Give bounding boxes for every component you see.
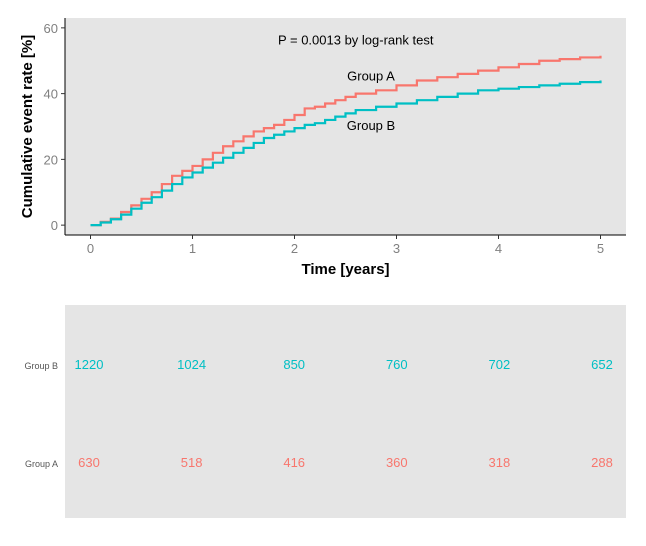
x-axis-title: Time [years] xyxy=(301,261,389,278)
x-tick-label: 2 xyxy=(291,241,298,256)
axis-ticks: 0 1 2 3 4 5 0 20 40 60 xyxy=(44,21,605,256)
series-line-group-a xyxy=(90,55,602,227)
risk-cell: 360 xyxy=(386,455,408,470)
p-value-annotation: P = 0.0013 by log-rank test xyxy=(278,32,434,47)
risk-cell: 760 xyxy=(386,357,408,372)
risk-table-panel xyxy=(65,305,626,518)
risk-cell: 652 xyxy=(591,357,613,372)
risk-cell: 850 xyxy=(283,357,305,372)
risk-cell: 318 xyxy=(489,455,511,470)
risk-cell: 630 xyxy=(78,455,100,470)
x-tick-label: 5 xyxy=(597,241,604,256)
series-label-annotation: Group B xyxy=(347,118,395,133)
series-label-annotation: Group A xyxy=(347,68,395,83)
x-tick-label: 0 xyxy=(87,241,94,256)
risk-table: Group B 1220 1024 850 760 702 652 Group A 630 518… xyxy=(24,357,612,470)
risk-cell: 288 xyxy=(591,455,613,470)
series-line-group-b xyxy=(90,80,602,227)
x-tick-label: 3 xyxy=(393,241,400,256)
risk-cell: 1024 xyxy=(177,357,206,372)
risk-row-label: Group A xyxy=(25,459,58,469)
risk-cell: 518 xyxy=(181,455,203,470)
series-layer xyxy=(90,55,602,227)
annotations: P = 0.0013 by log-rank test Group A Group … xyxy=(278,32,434,132)
x-tick-label: 1 xyxy=(189,241,196,256)
risk-cell: 1220 xyxy=(75,357,104,372)
risk-row-label: Group B xyxy=(24,361,58,371)
y-tick-label: 0 xyxy=(51,218,58,233)
y-axis-title: Cumulative event rate [%] xyxy=(19,35,36,218)
y-tick-label: 60 xyxy=(44,21,58,36)
y-tick-label: 20 xyxy=(44,152,58,167)
x-tick-label: 4 xyxy=(495,241,502,256)
plot-panel xyxy=(65,18,626,235)
y-tick-label: 40 xyxy=(44,87,58,102)
risk-cell: 416 xyxy=(283,455,305,470)
risk-cell: 702 xyxy=(489,357,511,372)
